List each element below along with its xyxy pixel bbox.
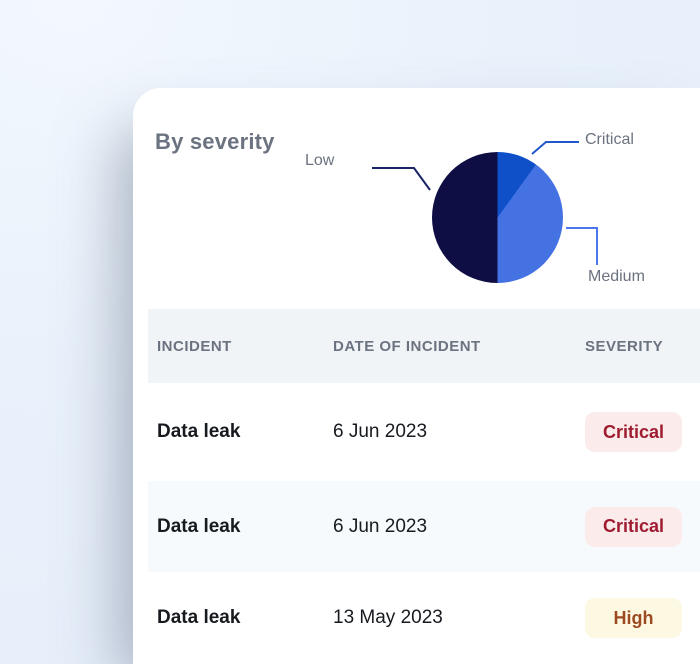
column-header-severity: SEVERITY	[585, 337, 664, 355]
severity-card: By severity Low Critical Medium INCIDENT…	[133, 88, 700, 664]
medium-callout-line	[566, 227, 598, 265]
date-cell: 6 Jun 2023	[333, 421, 428, 442]
severity-pie-chart[interactable]	[432, 152, 563, 283]
severity-badge: Critical	[585, 412, 682, 452]
low-callout-line	[372, 167, 431, 191]
table-row[interactable]: Data leak 13 May 2023 High	[148, 572, 700, 664]
pie-label-medium: Medium	[588, 268, 645, 285]
table-header: INCIDENT DATE OF INCIDENT SEVERITY	[148, 309, 700, 383]
table-row[interactable]: Data leak 6 Jun 2023 Critical	[148, 481, 700, 572]
severity-badge: High	[585, 598, 682, 638]
table-row[interactable]: Data leak 6 Jun 2023 Critical	[148, 383, 700, 481]
column-header-incident: INCIDENT	[157, 337, 232, 355]
incident-cell: Data leak	[157, 515, 241, 537]
incident-cell: Data leak	[157, 607, 241, 628]
pie-label-low: Low	[305, 152, 335, 169]
date-cell: 6 Jun 2023	[333, 515, 428, 537]
critical-callout-line	[531, 141, 579, 155]
pie-label-critical: Critical	[585, 131, 634, 148]
incident-cell: Data leak	[157, 421, 241, 442]
severity-badge: Critical	[585, 506, 682, 547]
card-title: By severity	[155, 129, 275, 154]
column-header-date: DATE OF INCIDENT	[333, 337, 481, 355]
date-cell: 13 May 2023	[333, 607, 443, 628]
